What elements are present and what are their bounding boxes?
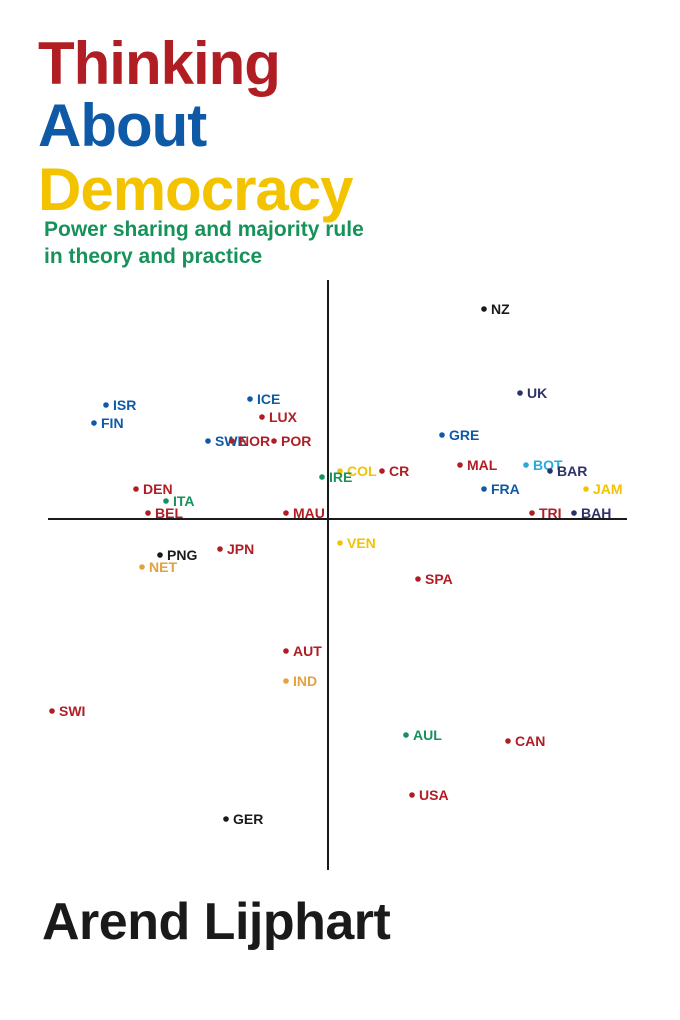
point-label-fin: FIN (101, 415, 124, 431)
title-line-democracy: Democracy (38, 156, 354, 223)
point-dot-nor (229, 438, 235, 444)
point-label-den: DEN (143, 481, 173, 497)
point-dot-jam (583, 486, 589, 492)
point-dot-spa (415, 576, 421, 582)
point-label-can: CAN (515, 733, 545, 749)
point-dot-fra (481, 486, 487, 492)
point-label-jam: JAM (593, 481, 623, 497)
point-dot-net (139, 564, 145, 570)
point-label-por: POR (281, 433, 311, 449)
point-label-png: PNG (167, 547, 197, 563)
point-dot-bah (571, 510, 577, 516)
point-dot-gre (439, 432, 445, 438)
point-dot-nz (481, 306, 487, 312)
point-label-mal: MAL (467, 457, 498, 473)
point-dot-cr (379, 468, 385, 474)
point-dot-lux (259, 414, 265, 420)
point-dot-usa (409, 792, 415, 798)
point-dot-mal (457, 462, 463, 468)
point-label-nz: NZ (491, 301, 510, 317)
point-label-ice: ICE (257, 391, 280, 407)
point-label-bah: BAH (581, 505, 611, 521)
point-label-ger: GER (233, 811, 263, 827)
point-dot-ita (163, 498, 169, 504)
point-label-isr: ISR (113, 397, 136, 413)
point-dot-fin (91, 420, 97, 426)
point-dot-ven (337, 540, 343, 546)
point-label-bar: BAR (557, 463, 587, 479)
point-dot-por (271, 438, 277, 444)
point-dot-jpn (217, 546, 223, 552)
point-label-tri: TRI (539, 505, 562, 521)
point-label-lux: LUX (269, 409, 298, 425)
point-label-swi: SWI (59, 703, 85, 719)
point-dot-mau (283, 510, 289, 516)
point-dot-swi (49, 708, 55, 714)
point-dot-can (505, 738, 511, 744)
point-label-ind: IND (293, 673, 317, 689)
point-label-usa: USA (419, 787, 449, 803)
point-label-aul: AUL (413, 727, 442, 743)
point-label-fra: FRA (491, 481, 520, 497)
title-line-thinking: Thinking (38, 30, 281, 97)
point-dot-tri (529, 510, 535, 516)
point-dot-aul (403, 732, 409, 738)
point-label-cr: CR (389, 463, 409, 479)
title-line-about: About (38, 92, 207, 159)
point-dot-ind (283, 678, 289, 684)
point-dot-bel (145, 510, 151, 516)
point-dot-ice (247, 396, 253, 402)
point-label-jpn: JPN (227, 541, 254, 557)
point-label-col: COL (347, 463, 377, 479)
point-dot-ire (319, 474, 325, 480)
point-dot-bot (523, 462, 529, 468)
point-label-ita: ITA (173, 493, 195, 509)
scatter-points: NZUKISRFINICELUXSWENORPORGRECOLIRECRMALB… (49, 301, 623, 827)
point-label-bot: BOT (533, 457, 563, 473)
point-dot-swe (205, 438, 211, 444)
point-dot-aut (283, 648, 289, 654)
point-label-ven: VEN (347, 535, 376, 551)
subtitle-line-1: Power sharing and majority rule (44, 218, 364, 241)
point-label-uk: UK (527, 385, 547, 401)
point-label-nor: NOR (239, 433, 270, 449)
subtitle-line-2: in theory and practice (44, 245, 263, 268)
point-label-mau: MAU (293, 505, 325, 521)
point-label-aut: AUT (293, 643, 322, 659)
point-label-gre: GRE (449, 427, 479, 443)
point-label-bel: BEL (155, 505, 183, 521)
point-dot-ger (223, 816, 229, 822)
point-dot-col (337, 468, 343, 474)
point-dot-uk (517, 390, 523, 396)
point-dot-png (157, 552, 163, 558)
point-dot-den (133, 486, 139, 492)
point-dot-isr (103, 402, 109, 408)
point-label-ire: IRE (329, 469, 352, 485)
author-name: Arend Lijphart (42, 893, 391, 951)
point-label-net: NET (149, 559, 177, 575)
point-dot-bar (547, 468, 553, 474)
point-label-spa: SPA (425, 571, 453, 587)
